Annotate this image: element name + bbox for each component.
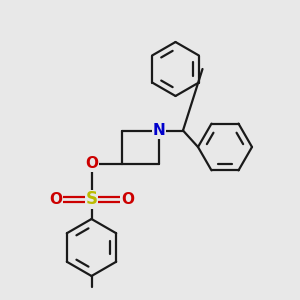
Text: N: N [153,123,165,138]
Text: O: O [85,156,98,171]
Text: O: O [121,192,134,207]
Text: O: O [49,192,62,207]
Text: S: S [85,190,98,208]
